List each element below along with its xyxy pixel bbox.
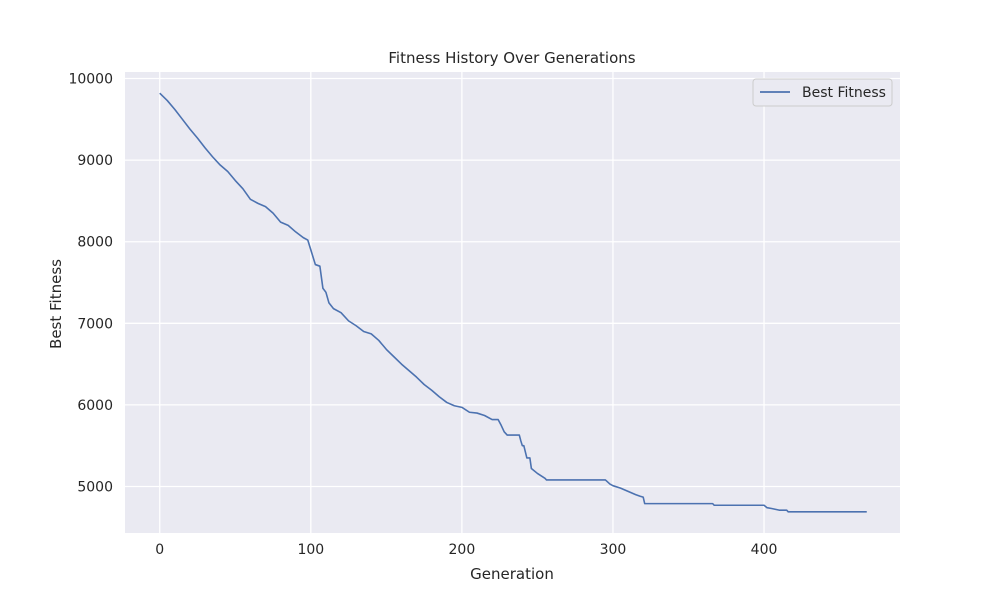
y-tick-label: 10000 xyxy=(68,72,113,88)
plot-area xyxy=(125,72,900,533)
chart-title: Fitness History Over Generations xyxy=(388,49,635,67)
x-tick-label: 200 xyxy=(449,542,476,558)
tick-labels: 0 100 200 300 400 5000 6000 7000 8000 9000 10000 xyxy=(68,72,777,558)
x-tick-label: 100 xyxy=(297,542,324,558)
x-tick-label: 400 xyxy=(751,542,778,558)
grid-lines xyxy=(125,72,900,533)
y-tick-label: 7000 xyxy=(77,316,113,332)
best-fitness-line xyxy=(159,92,867,513)
x-tick-label: 0 xyxy=(155,542,164,558)
y-tick-label: 5000 xyxy=(77,479,113,495)
legend-label: Best Fitness xyxy=(802,85,886,101)
y-tick-label: 6000 xyxy=(77,398,113,414)
y-tick-label: 8000 xyxy=(77,235,113,251)
x-tick-label: 300 xyxy=(600,542,627,558)
x-axis-label: Generation xyxy=(470,565,554,583)
legend: Best Fitness xyxy=(752,78,893,107)
legend-box xyxy=(752,78,893,107)
y-axis-label: Best Fitness xyxy=(47,259,65,349)
y-tick-label: 9000 xyxy=(77,153,113,169)
